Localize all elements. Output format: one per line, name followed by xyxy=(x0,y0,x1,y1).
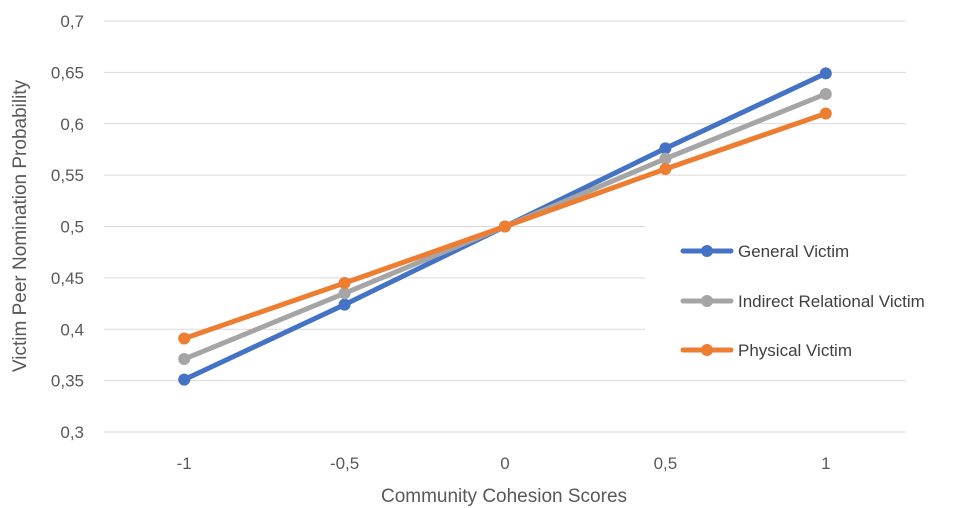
legend-marker-general-victim xyxy=(701,245,713,257)
data-point-physical-victim xyxy=(659,162,672,175)
data-point-general-victim xyxy=(178,373,191,386)
legend-label: Physical Victim xyxy=(738,341,852,360)
data-point-general-victim xyxy=(659,142,672,155)
series-lines xyxy=(178,67,832,386)
legend-label: General Victim xyxy=(738,242,849,261)
legend: General Victim Indirect Relational Victim… xyxy=(645,226,965,376)
data-point-indirect-relational-victim xyxy=(338,287,351,300)
y-tick-label: 0,45 xyxy=(51,269,84,288)
data-point-general-victim xyxy=(338,298,351,311)
legend-label: Indirect Relational Victim xyxy=(738,292,925,311)
y-tick-label: 0,3 xyxy=(60,423,84,442)
y-axis-tick-labels: 0,3 0,35 0,4 0,45 0,5 0,55 0,6 0,65 0,7 xyxy=(51,12,84,442)
legend-marker-indirect-relational-victim xyxy=(701,295,713,307)
y-tick-label: 0,35 xyxy=(51,372,84,391)
x-axis-tick-labels: -1 -0,5 0 0,5 1 xyxy=(177,454,831,473)
x-tick-label: -1 xyxy=(177,454,192,473)
data-point-indirect-relational-victim xyxy=(178,353,191,366)
legend-marker-physical-victim xyxy=(701,344,713,356)
data-point-physical-victim xyxy=(499,220,511,233)
data-point-general-victim xyxy=(819,67,832,80)
y-tick-label: 0,65 xyxy=(51,63,84,82)
data-point-indirect-relational-victim xyxy=(659,152,672,165)
y-tick-label: 0,55 xyxy=(51,166,84,185)
data-point-physical-victim xyxy=(338,277,351,290)
y-axis-title: Victim Peer Nomination Probability xyxy=(10,79,31,372)
data-point-physical-victim xyxy=(178,332,191,345)
y-tick-label: 0,5 xyxy=(60,218,84,237)
y-tick-label: 0,6 xyxy=(60,115,84,134)
x-axis-title: Community Cohesion Scores xyxy=(381,486,627,507)
y-tick-label: 0,7 xyxy=(60,12,84,31)
x-tick-label: 0,5 xyxy=(654,454,678,473)
x-tick-label: -0,5 xyxy=(330,454,359,473)
x-tick-label: 1 xyxy=(821,454,830,473)
y-tick-label: 0,4 xyxy=(60,320,84,339)
data-point-physical-victim xyxy=(819,107,832,120)
x-tick-label: 0 xyxy=(500,454,509,473)
data-point-indirect-relational-victim xyxy=(819,87,832,100)
